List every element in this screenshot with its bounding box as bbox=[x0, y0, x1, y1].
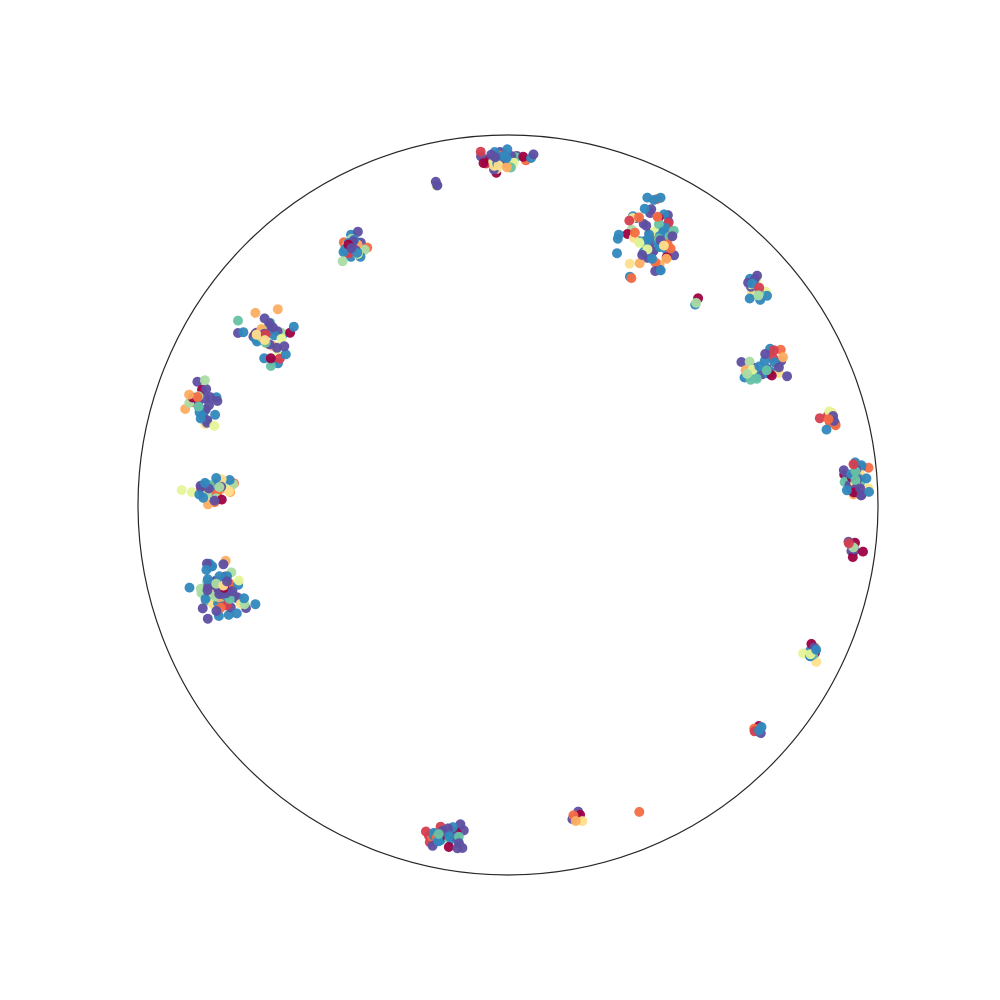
scatter-point bbox=[184, 390, 194, 400]
scatter-point bbox=[234, 576, 244, 586]
scatter-point bbox=[849, 459, 859, 469]
scatter-point bbox=[742, 369, 752, 379]
scatter-point bbox=[641, 221, 651, 231]
scatter-point bbox=[177, 485, 187, 495]
scatter-point bbox=[212, 396, 222, 406]
scatter-point bbox=[774, 362, 784, 372]
scatter-point bbox=[811, 645, 821, 655]
scatter-point bbox=[760, 349, 770, 359]
scatter-point bbox=[431, 177, 441, 187]
scatter-point bbox=[194, 402, 204, 412]
scatter-point bbox=[227, 586, 237, 596]
scatter-point bbox=[454, 838, 464, 848]
scatter-point bbox=[630, 228, 640, 238]
scatter-point bbox=[203, 614, 213, 624]
scatter-point bbox=[612, 248, 622, 258]
scatter-point bbox=[754, 725, 764, 735]
scatter-point bbox=[634, 238, 644, 248]
scatter-point bbox=[626, 273, 636, 283]
scatter-point bbox=[214, 482, 224, 492]
scatter-point bbox=[198, 603, 208, 613]
scatter-point bbox=[656, 265, 666, 275]
scatter-point bbox=[200, 375, 210, 385]
scatter-point bbox=[762, 365, 772, 375]
scatter-point bbox=[200, 478, 210, 488]
scatter-point bbox=[238, 327, 248, 337]
scatter-point bbox=[233, 316, 243, 326]
scatter-point bbox=[196, 414, 206, 424]
scatter-point bbox=[260, 335, 270, 345]
scatter-point bbox=[201, 565, 211, 575]
scatter-point bbox=[691, 298, 701, 308]
scatter-point bbox=[264, 318, 274, 328]
scatter-point bbox=[338, 256, 348, 266]
scatter-point bbox=[203, 585, 213, 595]
scatter-point bbox=[644, 230, 654, 240]
scatter-point bbox=[502, 144, 512, 154]
scatter-point bbox=[844, 538, 854, 548]
scatter-point bbox=[479, 158, 489, 168]
scatter-point bbox=[571, 816, 581, 826]
scatter-point bbox=[824, 414, 834, 424]
scatter-point bbox=[279, 341, 289, 351]
scatter-point bbox=[346, 243, 356, 253]
scatter-point bbox=[209, 496, 219, 506]
scatter-point bbox=[476, 147, 486, 157]
scatter-point bbox=[855, 483, 865, 493]
scatter-point bbox=[754, 290, 764, 300]
polar-frame bbox=[138, 135, 878, 875]
scatter-point bbox=[239, 593, 249, 603]
scatter-point bbox=[640, 204, 650, 214]
scatter-point bbox=[201, 594, 211, 604]
scatter-point bbox=[502, 153, 512, 163]
scatter-point bbox=[667, 231, 677, 241]
scatter-point bbox=[864, 487, 874, 497]
scatter-point bbox=[211, 473, 221, 483]
scatter-point bbox=[624, 216, 634, 226]
scatter-point bbox=[769, 345, 779, 355]
scatter-point bbox=[851, 475, 861, 485]
scatter-point bbox=[745, 294, 755, 304]
scatter-point bbox=[502, 162, 512, 172]
scatter-point bbox=[222, 576, 232, 586]
scatter-point bbox=[647, 254, 657, 264]
scatter-point bbox=[842, 485, 852, 495]
scatter-point bbox=[232, 608, 242, 618]
scatter-point bbox=[653, 212, 663, 222]
scatter-point bbox=[209, 421, 219, 431]
scatter-point bbox=[752, 374, 762, 384]
scatter-point bbox=[490, 152, 500, 162]
scatter-point bbox=[211, 606, 221, 616]
scatter-point bbox=[782, 371, 792, 381]
scatter-point bbox=[250, 308, 260, 318]
scatter-point bbox=[656, 193, 666, 203]
scatter-point bbox=[634, 807, 644, 817]
scatter-point bbox=[434, 829, 444, 839]
scatter-point bbox=[858, 547, 868, 557]
scatter-point bbox=[185, 583, 195, 593]
scatter-point bbox=[662, 254, 672, 264]
scatter-point bbox=[625, 259, 635, 269]
scatter-points bbox=[177, 144, 874, 853]
scatter-point bbox=[444, 831, 454, 841]
scatter-point bbox=[250, 599, 260, 609]
scatter-point bbox=[637, 250, 647, 260]
scatter-point bbox=[614, 230, 624, 240]
scatter-point bbox=[218, 559, 228, 569]
scatter-point bbox=[659, 241, 669, 251]
scatter-point bbox=[193, 392, 203, 402]
scatter-point bbox=[198, 493, 208, 503]
scatter-point bbox=[266, 353, 276, 363]
scatter-point bbox=[861, 473, 871, 483]
scatter-point bbox=[252, 330, 262, 340]
scatter-point bbox=[778, 352, 788, 362]
scatter-point bbox=[822, 425, 832, 435]
scatter-point bbox=[634, 212, 644, 222]
scatter-point bbox=[273, 304, 283, 314]
scatter-point bbox=[289, 322, 299, 332]
scatter-point bbox=[444, 842, 454, 852]
scatter-point bbox=[529, 149, 539, 159]
